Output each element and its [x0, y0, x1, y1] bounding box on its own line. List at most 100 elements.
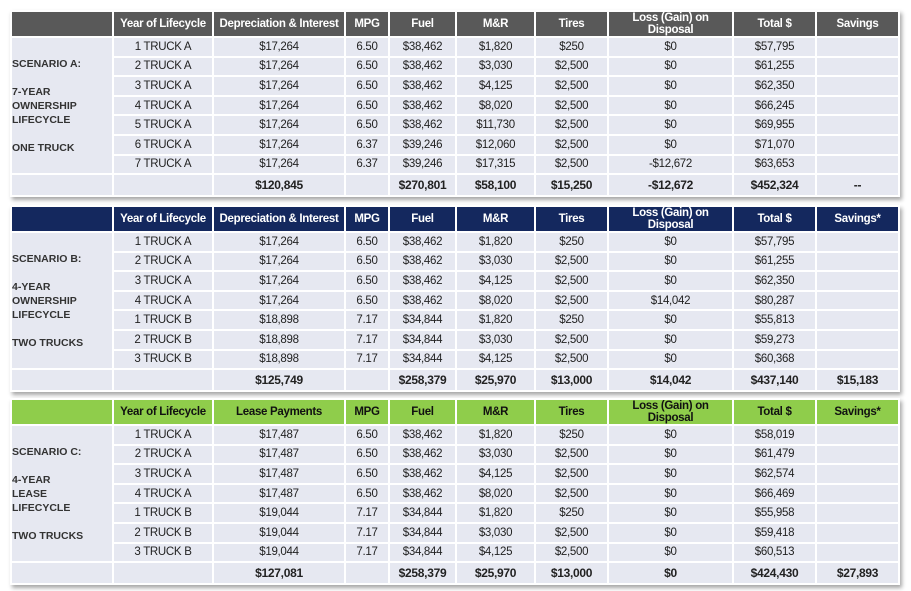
table-cell: $1,820 [455, 424, 536, 446]
scenario-table: Year of Lifecycle Depreciation & Interest… [10, 205, 900, 393]
scenario-label-line: 4-YEAR [12, 473, 51, 486]
total-cell [344, 368, 390, 393]
table-cell: $38,462 [388, 36, 457, 58]
table-cell: $4,125 [455, 75, 536, 97]
table-cell: 2 TRUCK B [112, 521, 214, 544]
table-cell: $2,500 [534, 482, 609, 505]
total-cell [112, 561, 214, 586]
column-header: MPG [344, 205, 390, 233]
table-cell: $1,820 [455, 36, 536, 58]
table-cell: $12,060 [455, 133, 536, 156]
table-cell: $62,350 [732, 75, 817, 97]
table-cell: 4 TRUCK A [112, 289, 214, 312]
table-row: 2 TRUCK B $19,044 7.17 $34,844 $3,030 $2,500 $… [11, 521, 900, 544]
table-cell: 5 TRUCK A [112, 114, 214, 136]
column-header: Lease Payments [212, 398, 346, 426]
table-cell: $62,574 [732, 463, 817, 485]
scenario-label-line [12, 322, 112, 336]
table-cell: $38,462 [388, 114, 457, 136]
total-cell: $452,324 [732, 173, 817, 198]
total-cell [344, 173, 390, 198]
table-cell: -$12,672 [607, 153, 734, 176]
table-cell: $2,500 [534, 94, 609, 117]
table-cell: $17,487 [212, 424, 346, 446]
table-cell: $39,246 [388, 133, 457, 156]
table-cell [815, 153, 900, 176]
table-cell: 6.50 [344, 114, 390, 136]
table-cell: $58,019 [732, 424, 817, 446]
table-cell: $0 [607, 521, 734, 544]
table-cell: $4,125 [455, 348, 536, 371]
table-cell: $38,462 [388, 75, 457, 97]
table-cell: $18,898 [212, 328, 346, 351]
table-row: 1 TRUCK B $19,044 7.17 $34,844 $1,820 $250 $0 $… [11, 502, 900, 524]
table-cell: $34,844 [388, 309, 457, 331]
totals-row: $120,845 $270,801 $58,100 $15,250 -$12,672 $4… [10, 173, 900, 198]
table-cell: $71,070 [732, 133, 817, 156]
table-row: 3 TRUCK B $18,898 7.17 $34,844 $4,125 $2,500 $… [11, 348, 900, 371]
table-cell: $1,820 [455, 502, 536, 524]
table-cell: $17,487 [212, 463, 346, 485]
table-cell: $0 [607, 133, 734, 156]
scenario-label-line: SCENARIO B: [12, 252, 82, 265]
table-cell: $2,500 [534, 348, 609, 371]
table-cell: $17,264 [212, 55, 346, 78]
table-cell: 4 TRUCK A [112, 94, 214, 117]
table-row: 2 TRUCK A $17,487 6.50 $38,462 $3,030 $2,500 $… [11, 443, 900, 466]
table-cell: $14,042 [607, 289, 734, 312]
table-cell: 6.50 [344, 443, 390, 466]
table-cell: $38,462 [388, 270, 457, 292]
table-cell: $63,653 [732, 153, 817, 176]
table-cell: $3,030 [455, 55, 536, 78]
table-cell: 6.50 [344, 289, 390, 312]
scenario-label-line: TWO TRUCKS [12, 336, 84, 349]
table-row: 3 TRUCK A $17,264 6.50 $38,462 $4,125 $2,500 $… [11, 270, 900, 292]
total-cell: $424,430 [732, 561, 817, 586]
table-cell: $0 [607, 348, 734, 371]
table-cell: $11,730 [455, 114, 536, 136]
table-cell: $0 [607, 309, 734, 331]
table-cell: $38,462 [388, 289, 457, 312]
table-cell: $66,469 [732, 482, 817, 505]
table-cell: 3 TRUCK A [112, 75, 214, 97]
total-cell: $15,183 [815, 368, 900, 393]
table-cell [815, 270, 900, 292]
table-cell: $0 [607, 250, 734, 273]
table-cell: $2,500 [534, 75, 609, 97]
total-cell: $27,893 [815, 561, 900, 586]
column-header: Total $ [732, 10, 817, 38]
table-cell: 3 TRUCK A [112, 270, 214, 292]
table-row: 5 TRUCK A $17,264 6.50 $38,462 $11,730 $2,500… [11, 114, 900, 136]
scenario-label-line: TWO TRUCKS [12, 529, 84, 542]
scenario-label-line: 7-YEAR [12, 85, 51, 98]
scenario-label-line: OWNERSHIP [12, 99, 77, 112]
table-cell: $59,273 [732, 328, 817, 351]
table-cell: $0 [607, 502, 734, 524]
table-cell [815, 443, 900, 466]
scenario-table: Year of Lifecycle Lease Payments MPG Fuel M&… [10, 398, 900, 586]
table-cell: $57,795 [732, 36, 817, 58]
table-cell: $3,030 [455, 328, 536, 351]
table-cell: 7.17 [344, 541, 390, 564]
column-header: Savings* [815, 398, 900, 426]
scenario-label: SCENARIO A: 7-YEAR OWNERSHIP LIFECYCLE ONE… [10, 35, 114, 176]
table-cell: $8,020 [455, 289, 536, 312]
table-cell: 7.17 [344, 348, 390, 371]
table-cell: $0 [607, 463, 734, 485]
total-cell: $120,845 [212, 173, 346, 198]
table-cell: 3 TRUCK A [112, 463, 214, 485]
table-cell: $19,044 [212, 521, 346, 544]
table-row: 4 TRUCK A $17,264 6.50 $38,462 $8,020 $2,500 $… [11, 94, 900, 117]
table-cell: $2,500 [534, 153, 609, 176]
table-cell: $38,462 [388, 424, 457, 446]
table-row: SCENARIO B: 4-YEAR OWNERSHIP LIFECYCLE TWO… [10, 230, 900, 371]
table-cell: $4,125 [455, 270, 536, 292]
table-row: SCENARIO A: 7-YEAR OWNERSHIP LIFECYCLE ONE… [10, 35, 900, 176]
table-cell: 7.17 [344, 521, 390, 544]
column-header [10, 398, 114, 426]
table-cell: $61,255 [732, 55, 817, 78]
table-cell: $17,264 [212, 114, 346, 136]
table-cell [815, 541, 900, 564]
totals-row: $125,749 $258,379 $25,970 $13,000 $14,042 $43… [10, 368, 900, 393]
column-header: Total $ [732, 398, 817, 426]
